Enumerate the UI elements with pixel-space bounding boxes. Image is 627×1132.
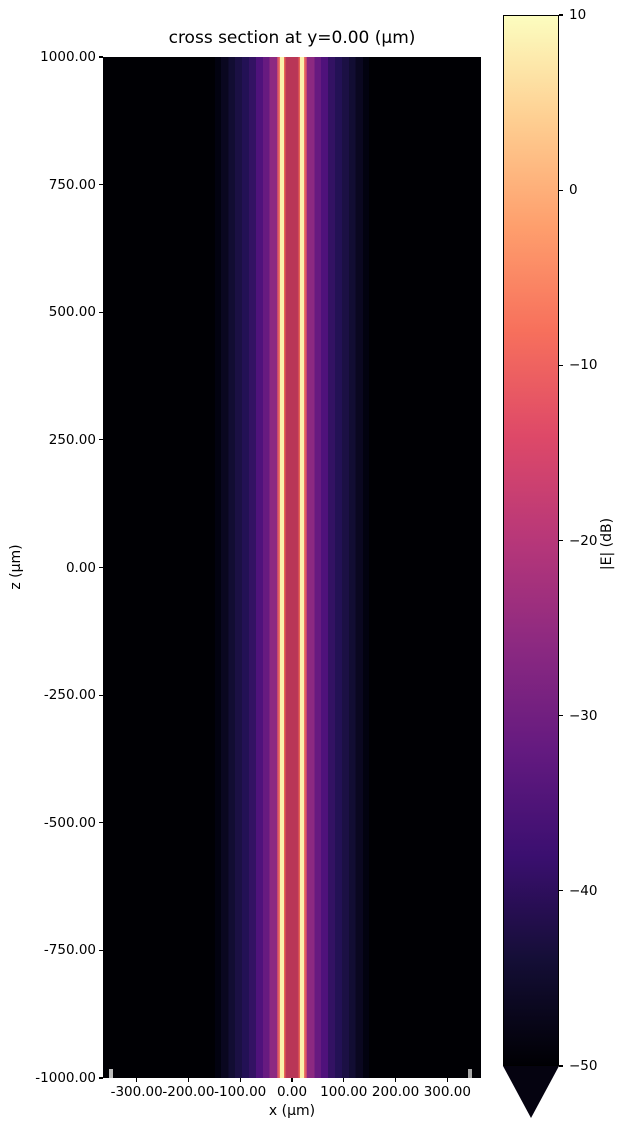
colorbar-tick-mark — [559, 14, 563, 16]
y-tick-mark — [99, 822, 103, 824]
x-tick-mark — [291, 1078, 293, 1082]
y-tick-mark — [99, 56, 103, 58]
x-tick-label: 0.00 — [276, 1084, 308, 1100]
colorbar-tick-mark — [559, 715, 563, 717]
y-tick-mark — [99, 439, 103, 441]
y-tick-label: -750.00 — [43, 942, 96, 959]
x-tick-label: -300.00 — [110, 1084, 163, 1100]
y-tick-mark — [99, 1077, 103, 1079]
x-tick-label: 100.00 — [320, 1084, 368, 1100]
pml-marker — [468, 1069, 473, 1078]
colorbar-tick-mark — [559, 890, 563, 892]
y-tick-label: 500.00 — [48, 304, 96, 321]
x-tick-mark — [343, 1078, 345, 1082]
colorbar-tick-label: −10 — [569, 357, 598, 374]
colorbar-extend-arrow-icon — [503, 1066, 559, 1118]
y-tick-label: 0.00 — [65, 559, 96, 576]
y-tick-label: -1000.00 — [35, 1070, 96, 1086]
x-tick-mark — [239, 1078, 241, 1082]
x-tick-mark — [446, 1078, 448, 1082]
heatmap-image — [103, 57, 481, 1078]
y-tick-label: 750.00 — [48, 176, 96, 193]
x-tick-label: 200.00 — [371, 1084, 420, 1100]
colorbar-tick-mark — [559, 189, 563, 191]
y-tick-label: -250.00 — [43, 687, 96, 704]
colorbar-tick-mark — [559, 364, 563, 366]
colorbar-tick-label: 10 — [569, 7, 587, 23]
y-tick-mark — [99, 694, 103, 696]
y-tick-label: -500.00 — [43, 814, 96, 831]
x-tick-mark — [136, 1078, 138, 1082]
y-tick-mark — [99, 184, 103, 186]
colorbar-tick-label: −50 — [569, 1058, 598, 1074]
colorbar-tick-label: −20 — [569, 532, 598, 549]
y-tick-label: 1000.00 — [40, 49, 96, 65]
x-tick-mark — [187, 1078, 190, 1082]
colorbar-tick-mark — [559, 539, 563, 542]
x-axis-label: x (μm) — [268, 1103, 316, 1119]
x-tick-label: -200.00 — [162, 1084, 215, 1100]
y-tick-mark — [99, 949, 103, 951]
x-tick-label: -100.00 — [214, 1084, 267, 1100]
colorbar-label: |E| (dB) — [599, 517, 615, 571]
x-tick-label: 300.00 — [423, 1084, 471, 1100]
colorbar-tick-mark — [559, 1065, 563, 1067]
colorbar-tick-label: 0 — [569, 182, 578, 199]
colorbar-gradient — [503, 15, 559, 1066]
colorbar-tick-label: −30 — [569, 707, 598, 724]
pml-marker — [109, 1069, 114, 1078]
colorbar-tick-label: −40 — [569, 882, 598, 899]
y-tick-mark — [99, 566, 103, 569]
x-tick-mark — [394, 1078, 397, 1082]
y-tick-mark — [99, 311, 103, 313]
y-tick-label: 250.00 — [48, 431, 96, 448]
plot-title: cross section at y=0.00 (μm) — [168, 28, 416, 48]
